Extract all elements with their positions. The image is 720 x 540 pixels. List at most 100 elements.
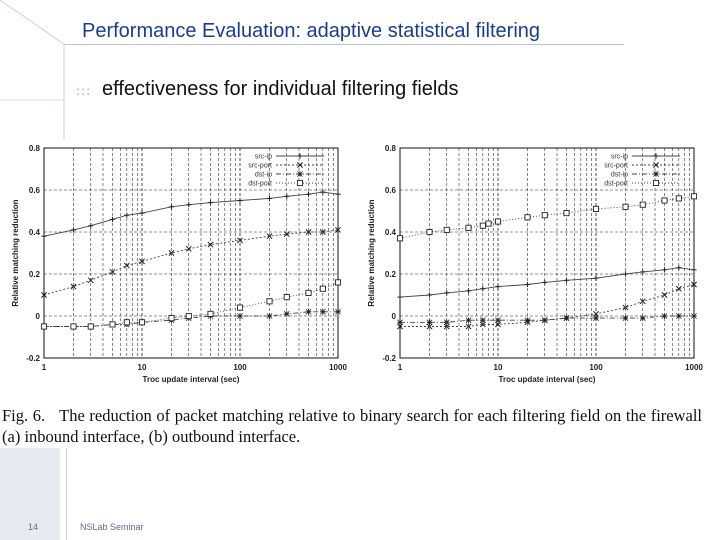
y-tick-label: 0: [392, 312, 397, 321]
x-tick-label: 100: [589, 363, 603, 372]
data-point-src-port: [479, 321, 486, 328]
data-point-dst-port: [70, 323, 77, 330]
data-point-src-port: [87, 277, 94, 284]
data-point-src-ip: [284, 193, 290, 199]
data-point-dst-ip: [319, 308, 326, 315]
data-point-dst-port: [426, 228, 433, 236]
data-point-dst-port: [123, 319, 130, 326]
data-point-src-port: [168, 250, 175, 256]
y-tick-label: 0.8: [29, 144, 41, 153]
data-point-dst-port: [639, 201, 646, 208]
data-point-dst-port: [541, 212, 548, 219]
data-point-dst-ip: [479, 317, 486, 324]
y-axis-label: Relative matching reduction: [367, 199, 376, 306]
data-point-src-port: [622, 304, 629, 311]
slide-subtitle: effectiveness for individual filtering f…: [102, 78, 459, 100]
data-point-dst-port: [168, 315, 175, 322]
data-point-src-port: [185, 245, 192, 252]
data-point-dst-port: [87, 323, 94, 330]
data-point-dst-ip: [397, 319, 403, 326]
data-point-dst-port: [479, 222, 486, 229]
legend-marker: [653, 162, 659, 168]
data-point-dst-port: [622, 203, 629, 210]
data-point-dst-port: [334, 279, 342, 286]
data-point-src-ip: [563, 277, 570, 283]
data-point-src-port: [397, 323, 403, 330]
legend-marker: [652, 179, 660, 187]
chart-inbound: -0.2 0 0.2 0.4 0.6 0.8 1 10 100 1000 Troc update i…: [11, 144, 347, 384]
data-point-src-port: [465, 323, 472, 330]
data-point-dst-ip: [426, 319, 433, 326]
data-point-dst-port: [443, 226, 450, 233]
data-point-dst-port: [592, 205, 600, 212]
data-point-dst-ip: [443, 319, 450, 326]
data-point-src-ip: [237, 197, 243, 204]
data-point-src-ip: [320, 189, 326, 195]
footer-sidebar: [0, 448, 60, 540]
data-point-dst-ip: [691, 313, 697, 319]
legend-label: src-ip: [255, 154, 272, 161]
data-point-src-ip: [465, 288, 472, 294]
chart-outbound: -0.2 0 0.2 0.4 0.6 0.8 1 10 100 1000 Troc update i…: [367, 144, 703, 384]
data-point-dst-ip: [465, 317, 472, 324]
data-point-dst-port: [485, 220, 492, 227]
data-point-src-ip: [661, 267, 668, 273]
data-point-src-port: [237, 237, 243, 244]
y-tick-label: 0.2: [385, 270, 397, 279]
data-point-src-ip: [41, 233, 47, 239]
data-point-src-port: [266, 233, 273, 240]
data-point-src-ip: [207, 200, 214, 206]
data-point-src-ip: [676, 265, 682, 271]
data-point-dst-ip: [283, 311, 290, 317]
data-point-dst-ip: [305, 308, 312, 315]
x-tick-label: 100: [233, 363, 247, 372]
page-number: 14: [28, 522, 39, 532]
data-point-dst-ip: [639, 315, 646, 321]
data-point-dst-ip: [563, 315, 570, 321]
data-point-dst-port: [524, 214, 531, 221]
data-point-src-ip: [622, 271, 629, 277]
data-point-dst-ip: [593, 315, 599, 321]
data-point-src-ip: [444, 290, 450, 296]
data-point-src-ip: [640, 269, 646, 275]
y-tick-label: -0.2: [382, 354, 396, 363]
data-point-dst-ip: [266, 313, 273, 319]
x-tick-label: 1: [42, 363, 47, 372]
data-point-dst-ip: [661, 313, 668, 319]
legend-label: dst-ip: [611, 172, 628, 179]
x-tick-label: 1: [398, 363, 403, 372]
legend-label: src-port: [604, 163, 628, 170]
data-point-src-ip: [691, 267, 697, 273]
data-point-src-ip: [593, 275, 599, 281]
data-point-dst-ip: [335, 308, 341, 315]
data-point-dst-port: [563, 210, 570, 217]
data-point-dst-ip: [541, 317, 548, 324]
legend-marker: [297, 153, 303, 159]
legend-label: dst-port: [248, 181, 272, 188]
data-point-dst-port: [396, 235, 404, 242]
data-point-dst-ip: [675, 313, 682, 319]
data-point-src-ip: [70, 227, 77, 233]
legend-label: dst-ip: [255, 172, 272, 179]
data-point-src-port: [675, 285, 682, 292]
y-tick-label: 0.4: [385, 228, 397, 237]
data-point-dst-port: [109, 321, 116, 328]
legend-marker: [653, 171, 659, 177]
data-point-src-port: [593, 310, 599, 317]
data-point-src-port: [283, 231, 290, 238]
data-point-src-port: [207, 241, 214, 248]
y-tick-label: 0: [36, 312, 41, 321]
data-point-src-port: [305, 229, 312, 235]
data-point-dst-port: [138, 319, 146, 326]
legend-label: src-port: [248, 163, 272, 170]
data-point-src-port: [691, 281, 697, 288]
data-point-dst-port: [465, 224, 472, 231]
data-point-src-port: [109, 268, 116, 275]
legend-marker: [296, 179, 304, 187]
footer-text: NSLab Seminar: [80, 522, 144, 532]
data-point-dst-ip: [495, 317, 501, 324]
data-point-src-ip: [139, 210, 145, 216]
data-point-src-ip: [426, 292, 433, 298]
data-point-src-ip: [266, 195, 273, 201]
data-point-dst-port: [185, 312, 192, 320]
